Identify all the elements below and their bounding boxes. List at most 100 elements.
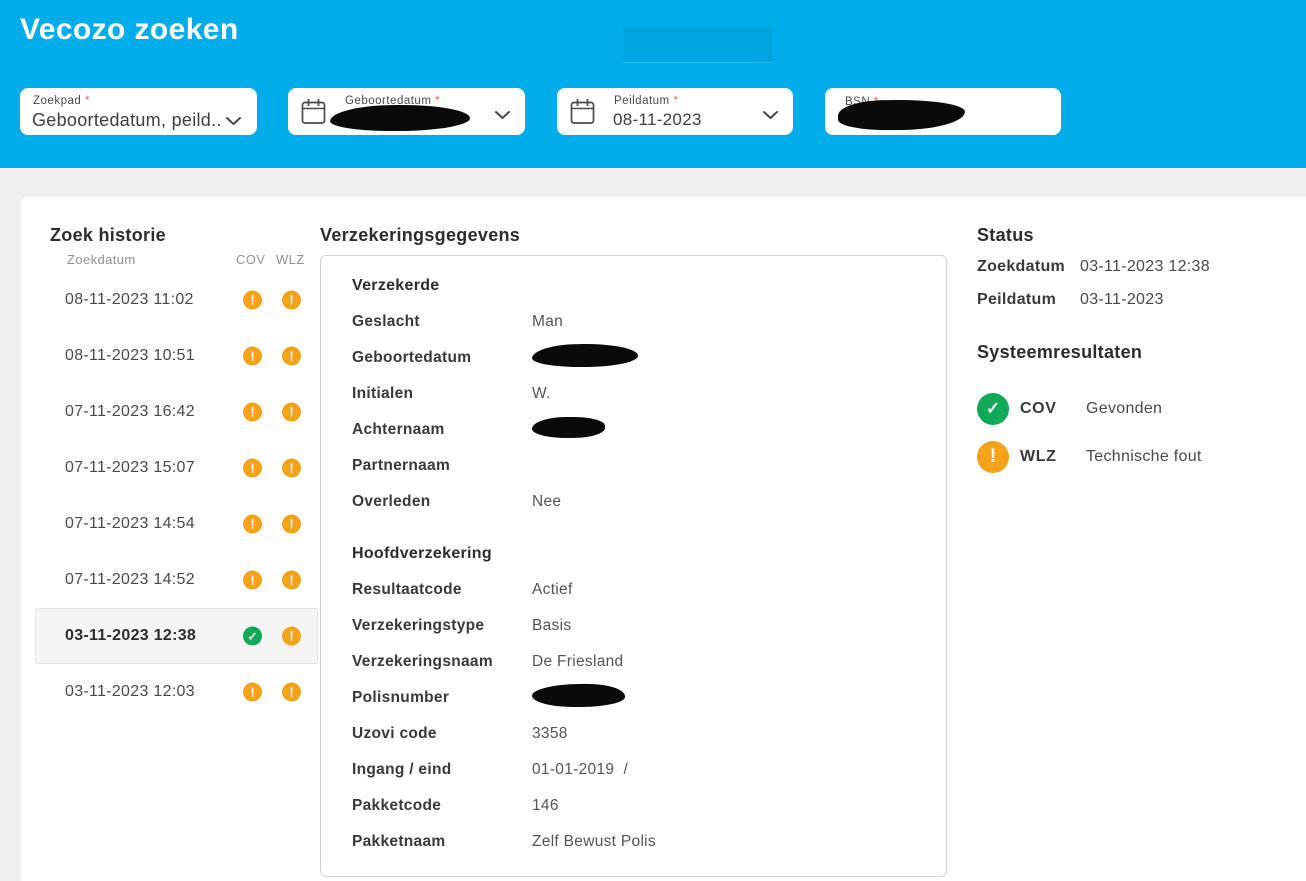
peildatum-picker[interactable]: Peildatum * 08-11-2023 <box>557 88 793 135</box>
redacted-value <box>531 683 626 708</box>
detail-value: Nee <box>532 493 562 510</box>
detail-row: Ingang / eind 01-01-2019 / <box>352 752 946 788</box>
success-check-icon <box>977 393 1009 425</box>
redaction-artifact <box>623 27 772 63</box>
wlz-warning-icon <box>282 346 301 366</box>
chevron-down-icon[interactable] <box>762 108 779 126</box>
detail-label: Verzekeringstype <box>352 617 485 634</box>
detail-row: Resultaatcode Actief <box>352 572 946 608</box>
history-row-date: 03-11-2023 12:38 <box>65 627 197 644</box>
status-row: Zoekdatum 03-11-2023 12:38 <box>977 252 1306 285</box>
history-row[interactable]: 07-11-2023 16:42 <box>35 384 318 440</box>
column-header-zoekdatum: Zoekdatum <box>67 252 136 267</box>
detail-value: Basis <box>532 617 572 634</box>
detail-row: Pakketcode 146 <box>352 788 946 824</box>
detail-row: Pakketnaam Zelf Bewust Polis <box>352 824 946 860</box>
detail-label: Ingang / eind <box>352 761 452 778</box>
detail-label: Geboortedatum <box>352 349 472 366</box>
detail-row: Verzekeringsnaam De Friesland <box>352 644 946 680</box>
detail-row: Partnernaam <box>352 448 946 484</box>
history-row[interactable]: 08-11-2023 11:02 <box>35 272 318 328</box>
detail-value: Zelf Bewust Polis <box>532 833 656 850</box>
history-row-selected[interactable]: 03-11-2023 12:38 <box>35 608 318 664</box>
redacted-value <box>531 416 606 439</box>
detail-value: Actief <box>532 581 573 598</box>
cov-warning-icon <box>243 682 262 702</box>
systeemresultaten-title: Systeemresultaten <box>977 342 1143 362</box>
detail-label: Pakketcode <box>352 797 442 814</box>
required-asterisk: * <box>84 95 90 107</box>
history-row-date: 07-11-2023 14:52 <box>65 571 195 588</box>
history-row[interactable]: 03-11-2023 12:03 <box>35 664 318 720</box>
subsection-verzekerde: Verzekerde <box>352 277 440 294</box>
history-row-date: 08-11-2023 11:02 <box>65 291 194 308</box>
detail-label: Pakketnaam <box>352 833 446 850</box>
detail-label: Polisnumber <box>352 689 450 706</box>
insurance-details-panel: Verzekerde Geslacht Man Geboortedatum In… <box>320 255 947 877</box>
system-results: COV Gevonden WLZ Technische fout <box>977 385 1306 481</box>
detail-row: Initialen W. <box>352 376 946 412</box>
detail-value <box>531 683 626 712</box>
chevron-down-icon[interactable] <box>225 111 242 132</box>
history-row-date: 08-11-2023 10:51 <box>65 347 195 364</box>
zoekpad-select[interactable]: Zoekpad * Geboortedatum, peild.. <box>20 88 257 135</box>
detail-row: Geslacht Man <box>352 304 946 340</box>
history-row[interactable]: 07-11-2023 14:54 <box>35 496 318 552</box>
cov-warning-icon <box>243 514 262 534</box>
search-history-list: Zoekdatum COV WLZ 08-11-2023 11:02 08-11… <box>35 250 318 720</box>
cov-success-icon <box>243 626 262 646</box>
required-asterisk: * <box>673 95 679 107</box>
cov-warning-icon <box>243 346 262 366</box>
subsection-hoofdverzekering: Hoofdverzekering <box>352 545 492 562</box>
detail-label: Partnernaam <box>352 457 451 474</box>
detail-label: Achternaam <box>352 421 445 438</box>
bsn-input[interactable]: BSN * <box>825 88 1061 135</box>
history-row-date: 07-11-2023 15:07 <box>65 459 195 476</box>
cov-warning-icon <box>243 570 262 590</box>
history-row[interactable]: 08-11-2023 10:51 <box>35 328 318 384</box>
detail-value: 146 <box>532 797 559 814</box>
wlz-warning-icon <box>282 290 301 310</box>
status-section-title: Status <box>977 225 1034 245</box>
wlz-warning-icon <box>282 458 301 478</box>
detail-label: Verzekeringsnaam <box>352 653 493 670</box>
peildatum-value: 08-11-2023 <box>613 110 702 129</box>
detail-label: Uzovi code <box>352 725 437 742</box>
calendar-icon[interactable] <box>570 98 595 130</box>
zoekpad-label: Zoekpad * <box>33 95 90 107</box>
history-row[interactable]: 07-11-2023 14:52 <box>35 552 318 608</box>
status-value: 03-11-2023 <box>1080 291 1164 308</box>
detail-row: Verzekeringstype Basis <box>352 608 946 644</box>
geboortedatum-picker[interactable]: Geboortedatum * <box>288 88 525 135</box>
history-row-date: 07-11-2023 16:42 <box>65 403 195 420</box>
geboortedatum-label: Geboortedatum * <box>345 95 441 107</box>
chevron-down-icon[interactable] <box>494 108 511 126</box>
detail-value <box>531 416 606 443</box>
detail-row: Achternaam <box>352 412 946 448</box>
detail-row: Polisnumber <box>352 680 946 716</box>
status-label: Zoekdatum <box>977 258 1066 275</box>
detail-value: 01-01-2019 / <box>532 761 629 778</box>
wlz-warning-icon <box>282 626 301 646</box>
detail-row: Geboortedatum <box>352 340 946 376</box>
redacted-value <box>329 104 471 132</box>
detail-value: Man <box>532 313 564 330</box>
history-row-date: 03-11-2023 12:03 <box>65 683 195 700</box>
details-section-title: Verzekeringsgegevens <box>320 225 521 245</box>
detail-row: Overleden Nee <box>352 484 946 520</box>
history-row[interactable]: 07-11-2023 15:07 <box>35 440 318 496</box>
required-asterisk: * <box>435 95 441 107</box>
calendar-icon[interactable] <box>301 98 326 130</box>
app-header: Vecozo zoeken Zoekpad * Geboortedatum, p… <box>0 0 1306 168</box>
status-panel: Zoekdatum 03-11-2023 12:38 Peildatum 03-… <box>977 252 1306 481</box>
history-row-date: 07-11-2023 14:54 <box>65 515 195 532</box>
cov-warning-icon <box>243 290 262 310</box>
result-code: WLZ <box>1020 448 1057 465</box>
zoekpad-value: Geboortedatum, peild.. <box>32 110 242 132</box>
result-item-wlz: WLZ Technische fout <box>977 433 1306 481</box>
status-label: Peildatum <box>977 291 1057 308</box>
result-code: COV <box>1020 400 1057 417</box>
cov-warning-icon <box>243 458 262 478</box>
detail-row: Uzovi code 3358 <box>352 716 946 752</box>
detail-label: Initialen <box>352 385 414 402</box>
